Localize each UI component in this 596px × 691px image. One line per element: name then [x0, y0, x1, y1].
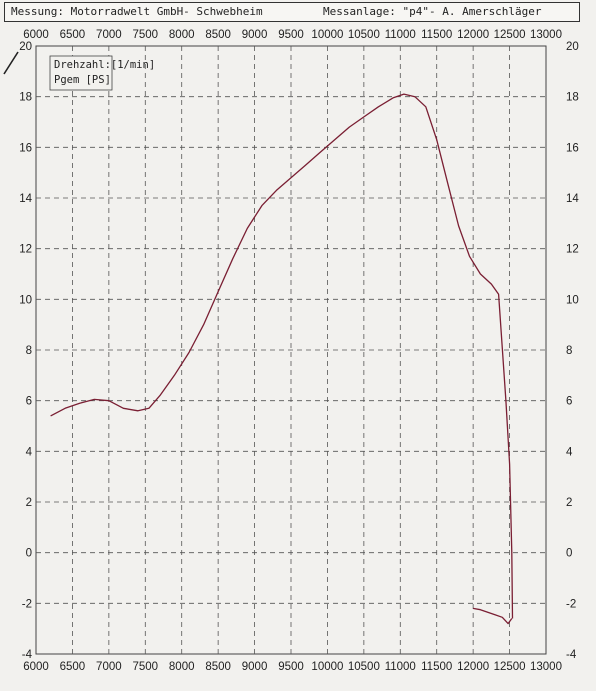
pen-mark — [3, 51, 19, 75]
x-tick-label-top: 11000 — [385, 29, 416, 41]
y-tick-label-right: 4 — [566, 446, 573, 458]
legend-entry: Pgem [PS] — [54, 74, 111, 86]
measurement-device-label: Messanlage: "p4"- A. Amerschläger — [323, 5, 542, 18]
x-tick-label-top: 11500 — [421, 29, 452, 41]
x-tick-label-bottom: 11000 — [385, 661, 416, 673]
legend-entry: Drehzahl:[1/min] — [54, 59, 155, 71]
legend: Drehzahl:[1/min] Pgem [PS] — [3, 51, 155, 91]
x-tick-label-top: 8500 — [205, 29, 231, 41]
legend-box — [49, 55, 113, 91]
x-tick-label-top: 10500 — [348, 29, 380, 41]
x-tick-label-bottom: 8000 — [169, 661, 195, 673]
y-tick-label-right: 6 — [566, 396, 572, 408]
x-tick-label-bottom: 6500 — [60, 661, 86, 673]
x-tick-label-bottom: 11500 — [421, 661, 452, 673]
x-tick-label-top: 6000 — [23, 29, 49, 41]
x-tick-label-bottom: 10000 — [311, 661, 343, 673]
y-tick-label-right: 12 — [566, 244, 579, 256]
y-tick-label-right: 2 — [566, 497, 572, 509]
x-tick-label-top: 7000 — [96, 29, 122, 41]
x-tick-label-top: 12500 — [494, 29, 526, 41]
y-tick-label-left: -2 — [22, 598, 32, 610]
y-tick-label-left: -4 — [22, 649, 33, 661]
x-tick-label-top: 8000 — [169, 29, 195, 41]
y-tick-label-left: 18 — [19, 92, 32, 104]
y-tick-label-right: 16 — [566, 142, 579, 154]
x-tick-label-bottom: 7500 — [132, 661, 158, 673]
header-box: Messung: Motorradwelt GmbH- Schwebheim M… — [4, 2, 580, 22]
x-tick-label-top: 10000 — [311, 29, 343, 41]
x-tick-label-top: 9000 — [242, 29, 268, 41]
x-tick-label-top: 6500 — [60, 29, 86, 41]
x-tick-label-top: 12000 — [457, 29, 489, 41]
y-tick-label-left: 16 — [19, 142, 32, 154]
y-tick-label-left: 0 — [26, 548, 32, 560]
x-tick-label-top: 7500 — [132, 29, 158, 41]
x-tick-label-bottom: 12000 — [457, 661, 489, 673]
series-line-1 — [50, 93, 514, 619]
grid — [35, 45, 547, 655]
x-tick-label-bottom: 9000 — [242, 661, 268, 673]
x-tick-label-bottom: 12500 — [494, 661, 526, 673]
y-tick-label-left: 2 — [26, 497, 32, 509]
y-tick-label-left: 10 — [19, 294, 32, 306]
y-tick-label-right: 14 — [566, 193, 579, 205]
x-tick-label-bottom: 6000 — [23, 661, 49, 673]
x-tick-label-bottom: 7000 — [96, 661, 122, 673]
y-tick-label-left: 14 — [19, 193, 32, 205]
y-tick-label-right: 8 — [566, 345, 572, 357]
measurement-label: Messung: Motorradwelt GmbH- Schwebheim — [11, 5, 263, 18]
y-tick-label-left: 20 — [19, 41, 32, 53]
x-tick-label-top: 13000 — [530, 29, 562, 41]
series-lines — [50, 93, 514, 625]
y-tick-label-right: 0 — [566, 548, 572, 560]
x-tick-label-bottom: 8500 — [205, 661, 231, 673]
x-tick-label-top: 9500 — [278, 29, 304, 41]
x-tick-label-bottom: 10500 — [348, 661, 380, 673]
y-tick-label-left: 12 — [19, 244, 32, 256]
y-tick-label-left: 8 — [26, 345, 32, 357]
y-tick-label-right: 20 — [566, 41, 579, 53]
y-tick-label-right: -2 — [566, 598, 576, 610]
y-tick-label-left: 4 — [26, 446, 33, 458]
tick-labels: 6000 6000 6500 6500 7000 7000 7500 7500 8000 8000… — [19, 29, 579, 673]
x-tick-label-bottom: 13000 — [530, 661, 562, 673]
y-tick-label-right: 18 — [566, 92, 579, 104]
x-tick-label-bottom: 9500 — [278, 661, 304, 673]
y-tick-label-left: 6 — [26, 396, 32, 408]
y-tick-label-right: 10 — [566, 294, 579, 306]
y-tick-label-right: -4 — [566, 649, 577, 661]
series-line-2 — [472, 607, 513, 625]
